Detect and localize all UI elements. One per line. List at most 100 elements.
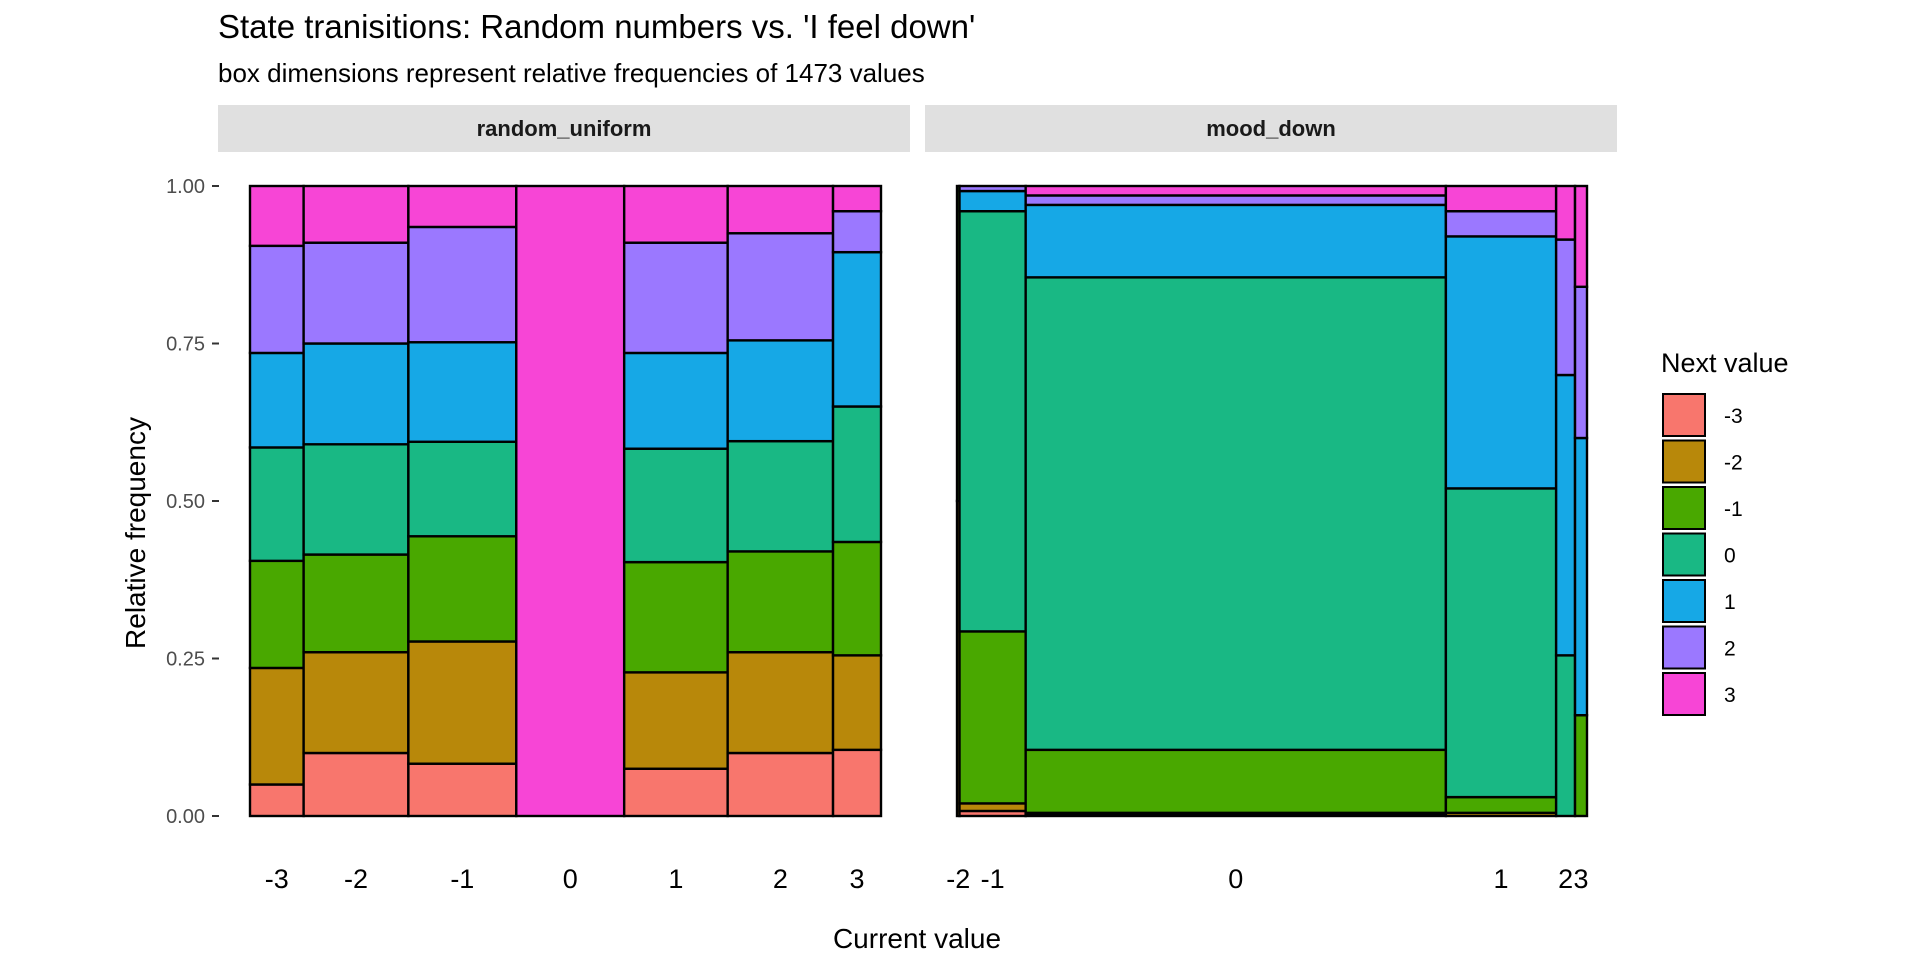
mosaic-cell — [248, 351, 305, 449]
mosaic-cell — [407, 762, 518, 818]
mosaic-cell — [958, 189, 1027, 213]
mosaic-cell — [831, 654, 883, 752]
mosaic-cell — [622, 241, 729, 355]
chart-subtitle: box dimensions represent relative freque… — [218, 58, 925, 88]
mosaic-cell — [622, 184, 729, 244]
mosaic-cell — [248, 559, 305, 670]
x-tick-label: -2 — [946, 864, 970, 894]
legend-title: Next value — [1661, 348, 1789, 378]
mosaic-cell — [831, 405, 883, 544]
mosaic-cell — [302, 751, 410, 818]
legend-label: -1 — [1724, 498, 1743, 521]
x-tick-label: 1 — [1493, 864, 1508, 894]
x-tick-label: 0 — [563, 864, 578, 894]
mosaic-cell — [726, 184, 835, 235]
legend-swatch — [1662, 393, 1706, 437]
x-tick-label: -1 — [981, 864, 1005, 894]
x-tick-label: 1 — [668, 864, 683, 894]
mosaic-cell — [1444, 795, 1558, 815]
legend-swatch — [1662, 672, 1706, 716]
x-tick-labels: -2 -1 0 1 2 3 — [946, 864, 1588, 894]
legend-label: 0 — [1724, 545, 1736, 568]
mosaic-cell — [1573, 285, 1589, 440]
mosaic-cell — [622, 447, 729, 564]
mosaic-cell — [302, 651, 410, 755]
mosaic-cell — [622, 560, 729, 674]
mosaic-cell — [726, 651, 835, 755]
mosaic-cell — [407, 535, 518, 643]
mosaic-cell — [302, 184, 410, 244]
legend-swatch — [1662, 486, 1706, 530]
mosaic-cell — [1024, 194, 1448, 207]
mosaic-cell — [1554, 238, 1577, 377]
mosaic-cell — [515, 184, 626, 818]
x-tick-labels: -3 -2 -1 0 1 2 3 — [265, 864, 865, 894]
mosaic-cell — [407, 640, 518, 765]
mosaic-cell — [1444, 184, 1558, 213]
mosaic-cell — [1444, 235, 1558, 490]
legend-swatch — [1662, 625, 1706, 670]
y-tick-label: 0.00 — [166, 806, 205, 828]
mosaic-cell — [831, 209, 883, 254]
mosaic-cell — [1573, 436, 1589, 717]
mosaic-cell — [958, 630, 1027, 805]
mosaic-cell — [248, 783, 305, 818]
x-tick-label: -3 — [265, 864, 289, 894]
mosaic-cell — [1554, 654, 1577, 818]
x-tick-label: -2 — [344, 864, 368, 894]
y-tick-label: 1.00 — [166, 176, 205, 198]
mosaic-cell — [831, 250, 883, 408]
legend-swatch — [1662, 532, 1706, 577]
y-tick-label: 0.50 — [166, 491, 205, 513]
legend-items: -3 -2 -1 0 1 2 3 — [1662, 393, 1743, 716]
mosaic-cell — [407, 440, 518, 538]
mosaic-cell — [248, 666, 305, 786]
mosaic-cell — [726, 550, 835, 654]
mosaic-cell — [1024, 203, 1448, 279]
mosaic-cell — [726, 339, 835, 443]
mosaic-cell — [407, 225, 518, 344]
mosaic-cell — [622, 767, 729, 818]
legend-label: 2 — [1724, 638, 1736, 661]
mosaic-cell — [958, 184, 1027, 193]
mosaic-cell — [248, 446, 305, 563]
legend: Next value -3 -2 -1 0 1 2 3 — [1661, 348, 1789, 716]
mosaic-cell — [726, 751, 835, 818]
legend-swatch — [1662, 579, 1706, 623]
mosaic-cell — [1554, 184, 1577, 241]
mosaic-cell — [831, 540, 883, 657]
y-axis: 0.00 0.25 0.50 0.75 1.00 — [166, 176, 219, 828]
mosaic-cell — [248, 184, 305, 248]
x-tick-label: 0 — [1228, 864, 1243, 894]
x-tick-label: 3 — [1574, 864, 1589, 894]
legend-label: 1 — [1724, 591, 1736, 614]
x-tick-label: 2 — [1558, 864, 1573, 894]
panel-cells — [955, 184, 1589, 818]
mosaic-cell — [1024, 748, 1448, 815]
y-axis-title: Relative frequency — [120, 417, 151, 649]
chart-title: State tranisitions: Random numbers vs. '… — [218, 8, 975, 45]
mosaic-cell — [302, 342, 410, 446]
x-tick-label: 3 — [850, 864, 865, 894]
mosaic-cell — [726, 232, 835, 342]
mosaic-cell — [1573, 184, 1589, 289]
strip-background — [218, 105, 910, 152]
mosaic-cell — [302, 241, 410, 345]
y-tick-label: 0.25 — [166, 649, 205, 671]
legend-label: -3 — [1724, 405, 1743, 428]
panel-strip-label: mood_down — [1206, 116, 1336, 141]
mosaic-cell — [302, 553, 410, 654]
mosaic-cell — [1444, 209, 1558, 238]
legend-label: 3 — [1724, 684, 1736, 707]
mosaic-cell — [726, 439, 835, 553]
panel-cells — [248, 184, 883, 818]
x-axis-title: Current value — [833, 923, 1001, 954]
mosaic-cell — [1554, 373, 1577, 657]
mosaic-cell — [1573, 714, 1589, 818]
panel-mood-down: mood_down -2 -1 0 1 2 3 — [925, 105, 1617, 894]
mosaic-cell — [407, 341, 518, 443]
legend-swatch — [1662, 439, 1706, 484]
legend-label: -2 — [1724, 452, 1743, 475]
panel-random-uniform: random_uniform -3 -2 -1 0 1 2 3 — [218, 105, 910, 894]
